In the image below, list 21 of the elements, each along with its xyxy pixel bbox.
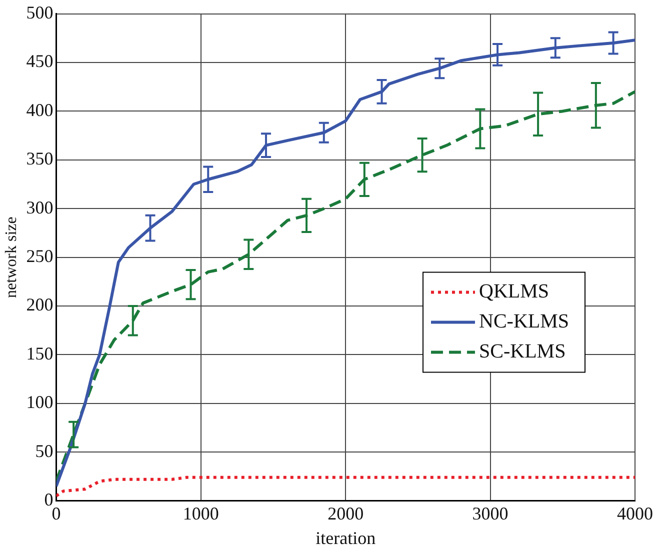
- y-tick-label: 0: [44, 490, 54, 510]
- y-tick-label: 300: [26, 197, 54, 218]
- legend-label: SC-KLMS: [479, 340, 566, 363]
- y-tick-label: 150: [26, 343, 54, 364]
- legend-label: QKLMS: [479, 280, 550, 303]
- y-axis-title: network size: [2, 216, 20, 298]
- x-tick-label: 2000: [328, 503, 364, 524]
- y-tick-label: 250: [26, 246, 54, 266]
- y-tick-label: 100: [26, 392, 54, 412]
- legend-label: NC-KLMS: [479, 310, 570, 333]
- line-series: [56, 476, 635, 498]
- y-tick-label: 500: [26, 2, 54, 23]
- y-tick-label: 450: [26, 51, 54, 72]
- x-axis-title: iteration: [316, 528, 376, 548]
- x-tick-label: 4000: [617, 503, 653, 524]
- x-tick-label: 1000: [182, 503, 219, 524]
- y-tick-label: 400: [26, 100, 54, 120]
- y-tick-label: 200: [26, 294, 54, 315]
- x-tick-label: 3000: [472, 503, 508, 524]
- y-tick-label: 350: [26, 148, 54, 169]
- y-tick-label: 50: [35, 440, 54, 461]
